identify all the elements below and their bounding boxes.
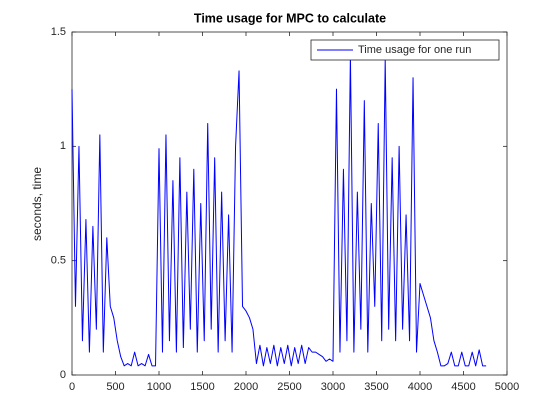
x-tick-label: 4000 xyxy=(408,381,432,393)
y-tick-label: 1 xyxy=(60,140,66,152)
legend-label: Time usage for one run xyxy=(358,44,471,56)
y-tick-label: 0.5 xyxy=(51,255,66,267)
series-line xyxy=(71,54,487,367)
x-tick-label: 3500 xyxy=(364,381,388,393)
x-tick-label: 0 xyxy=(69,381,75,393)
chart-title: Time usage for MPC to calculate xyxy=(194,11,386,25)
x-tick-label: 4500 xyxy=(451,381,475,393)
plot-area xyxy=(71,31,508,376)
x-tick-label: 5000 xyxy=(495,381,519,393)
x-tick-label: 1000 xyxy=(147,381,171,393)
x-tick-label: 2000 xyxy=(234,381,258,393)
x-tick-label: 3000 xyxy=(321,381,345,393)
y-tick-label: 1.5 xyxy=(51,26,66,38)
x-tick-label: 2500 xyxy=(277,381,301,393)
y-tick-label: 0 xyxy=(60,369,66,381)
legend-box xyxy=(310,39,500,61)
x-tick-label: 1500 xyxy=(190,381,214,393)
y-axis-label: seconds, time xyxy=(30,167,44,241)
x-tick-label: 500 xyxy=(106,381,124,393)
